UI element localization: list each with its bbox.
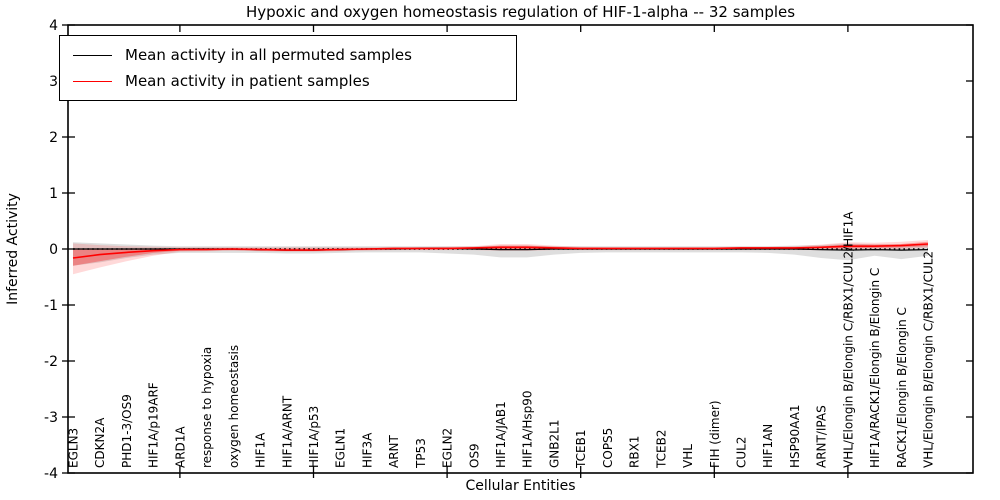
x-category-label: OS9: [467, 443, 481, 468]
x-category-label: ARD1A: [173, 426, 187, 468]
x-category-label: RBX1: [628, 436, 642, 468]
x-category-label: oxygen homeostasis: [227, 345, 241, 468]
series-lines: [72, 243, 929, 259]
x-category-label: ARNT: [387, 434, 401, 468]
x-category-label: TP53: [414, 438, 428, 469]
x-category-label: RACK1/Elongin B/Elongin C: [895, 307, 909, 468]
y-tick-label: 4: [49, 18, 58, 34]
x-category-label: COPS5: [601, 428, 615, 468]
x-axis-label: Cellular Entities: [465, 478, 576, 494]
x-category-label: CUL2: [735, 437, 749, 468]
chart-title: Hypoxic and oxygen homeostasis regulatio…: [245, 3, 796, 21]
y-tick-label: -2: [44, 354, 58, 370]
x-category-label: TCEB2: [654, 430, 668, 469]
y-tick-labels: -4 -3 -2 -1 0 1 2 3 4: [44, 18, 58, 482]
y-tick-label: -4: [44, 466, 58, 482]
y-tick-label: 0: [49, 242, 58, 258]
x-category-label: HIF1A/p19ARF: [147, 382, 161, 468]
x-category-label: CDKN2A: [93, 417, 107, 468]
legend-item-patient: Mean activity in patient samples: [73, 68, 516, 94]
legend-label: Mean activity in all permuted samples: [125, 46, 412, 64]
x-category-label: response to hypoxia: [200, 347, 214, 468]
x-category-label: VHL/Elongin B/Elongin C/RBX1/CUL2/HIF1A: [841, 211, 855, 468]
x-category-label: EGLN1: [334, 428, 348, 468]
y-tick-label: -1: [44, 298, 58, 314]
y-tick-label: 3: [49, 74, 58, 90]
y-tick-label: 1: [49, 186, 58, 202]
legend-label: Mean activity in patient samples: [125, 72, 370, 90]
x-category-label: HSP90AA1: [788, 404, 802, 468]
x-category-label: EGLN3: [67, 428, 81, 468]
x-category-label: HIF1A: [254, 432, 268, 468]
legend: Mean activity in all permuted samples Me…: [59, 35, 517, 101]
x-category-label: FIH (dimer): [708, 400, 722, 468]
x-category-label: HIF3A: [360, 432, 374, 468]
x-category-label: HIF1A/Hsp90: [521, 390, 535, 468]
x-category-label: VHL/Elongin B/Elongin C/RBX1/CUL2: [922, 251, 936, 468]
x-category-labels: EGLN3 CDKN2A PHD1-3/OS9 HIF1A/p19ARF ARD1A re…: [67, 211, 936, 469]
patient-mean-line: [72, 243, 929, 259]
uncertainty-bands: [73, 240, 928, 275]
patient-line-sample: [73, 80, 112, 82]
x-category-label: ARNT/IPAS: [815, 405, 829, 468]
x-category-label: HIF1A/p53: [307, 406, 321, 468]
legend-item-permuted: Mean activity in all permuted samples: [73, 42, 516, 68]
permuted-line-sample: [73, 54, 112, 56]
x-category-label: HIF1A/JAB1: [494, 401, 508, 468]
x-category-label: HIF1AN: [761, 424, 775, 468]
y-axis-label: Inferred Activity: [5, 193, 21, 305]
y-tick-label: 2: [49, 130, 58, 146]
x-category-label: HIF1A/ARNT: [280, 395, 294, 468]
x-category-label: EGLN2: [441, 428, 455, 468]
y-tick-label: -3: [44, 410, 58, 426]
x-category-label: VHL: [681, 444, 695, 468]
x-category-label: PHD1-3/OS9: [120, 394, 134, 468]
x-category-label: GNB2L1: [548, 420, 562, 468]
x-category-label: HIF1A/RACK1/Elongin B/Elongin C: [868, 268, 882, 468]
x-category-label: TCEB1: [574, 430, 588, 469]
